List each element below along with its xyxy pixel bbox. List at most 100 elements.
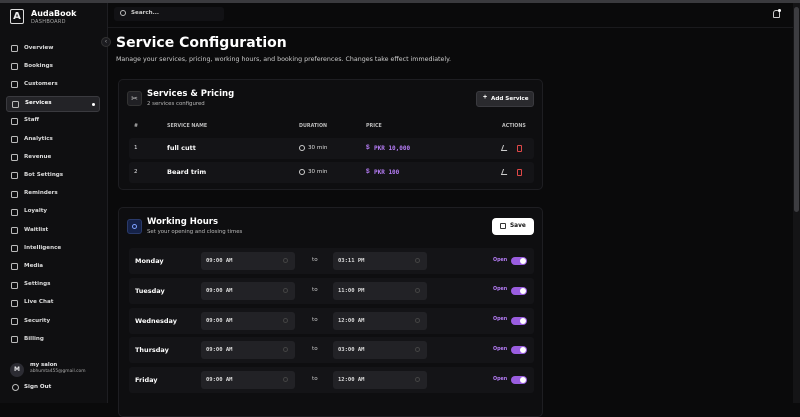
nav-item[interactable]: Media: [6, 259, 100, 275]
separator: to: [312, 316, 318, 323]
edit-button[interactable]: [500, 145, 510, 151]
nav-icon: [11, 245, 18, 253]
close-time-input[interactable]: 03:00 AM: [333, 341, 427, 360]
nav-item[interactable]: Services: [6, 95, 100, 112]
nav-item[interactable]: Customers: [6, 77, 100, 93]
clock-icon: [415, 317, 420, 323]
nav-icon: [11, 63, 18, 71]
sidebar: A AudaBook DASHBOARD ‹ Overview Bookings Custo…: [0, 3, 111, 403]
nav-icon: [11, 172, 18, 180]
nav-item[interactable]: Loyalty: [6, 205, 100, 221]
nav-icon: [11, 227, 18, 234]
close-time-input[interactable]: 12:00 AM: [333, 311, 427, 330]
toggle[interactable]: [511, 346, 527, 355]
price: PKR 10,000: [374, 144, 411, 152]
nav-item[interactable]: Waitlist: [6, 223, 100, 239]
delete-button[interactable]: [517, 168, 522, 176]
nav-item[interactable]: Live Chat: [6, 296, 100, 312]
search-box[interactable]: Search...: [114, 7, 224, 21]
toggle[interactable]: [511, 316, 527, 325]
toggle[interactable]: [511, 286, 527, 295]
nav-item[interactable]: Overview: [6, 41, 100, 57]
clock-icon: [283, 258, 288, 263]
notification-bell[interactable]: [773, 10, 780, 18]
edit-button[interactable]: [500, 169, 510, 175]
hours-card: Working Hours Set your opening and closin…: [118, 207, 543, 417]
status: Open: [493, 376, 508, 382]
day: Tuesday: [135, 286, 165, 295]
open-time: 09:00 AM: [206, 317, 233, 324]
sign-out-label: Sign Out: [24, 384, 52, 390]
nav-item[interactable]: Bookings: [6, 59, 100, 75]
delete-button[interactable]: [517, 144, 522, 152]
nav-icon: [11, 45, 18, 52]
open-time-input[interactable]: 09:00 AM: [201, 311, 295, 330]
scroll-thumb[interactable]: [794, 7, 799, 212]
topbar-border: [108, 27, 793, 28]
toggle[interactable]: [511, 257, 527, 265]
nav-icon: [11, 336, 18, 344]
scrollbar: [793, 3, 800, 403]
nav-item[interactable]: Revenue: [6, 150, 100, 166]
open-time-input[interactable]: 09:00 AM: [201, 371, 295, 390]
brand-sub: DASHBOARD: [31, 19, 66, 25]
collapse-button[interactable]: ‹: [101, 37, 111, 47]
card-title: Services & Pricing: [147, 89, 235, 99]
duration: 30 min: [308, 169, 328, 175]
day: Thursday: [135, 346, 169, 355]
plus-icon: +: [483, 94, 488, 101]
save-button[interactable]: Save: [492, 218, 534, 235]
row-number: 1: [134, 145, 138, 151]
nav-item[interactable]: Staff: [6, 114, 100, 130]
column-header: PRICE: [366, 124, 382, 129]
nav-icon: [11, 299, 18, 307]
nav-label: Live Chat: [24, 299, 54, 306]
sign-out[interactable]: Sign Out: [6, 381, 100, 395]
close-time: 03:00 AM: [338, 347, 365, 354]
nav-label: Overview: [24, 44, 54, 51]
clock-icon: [283, 287, 288, 293]
sign-out-icon: [12, 384, 19, 391]
hours-row: Monday 09:00 AM 03:11 PM to Open: [129, 248, 534, 274]
nav-item[interactable]: Security: [6, 314, 100, 330]
clock-icon: [299, 145, 305, 151]
nav-label: Customers: [24, 80, 58, 87]
open-time-input[interactable]: 09:00 AM: [201, 252, 295, 270]
nav-item[interactable]: Analytics: [6, 132, 100, 148]
nav-label: Security: [24, 317, 51, 324]
close-time-input[interactable]: 12:00 AM: [333, 371, 427, 390]
separator: to: [312, 257, 318, 263]
clock-icon: [415, 347, 420, 353]
page-title: Service Configuration: [116, 35, 287, 51]
close-time-input[interactable]: 11:00 PM: [333, 281, 427, 300]
nav-item[interactable]: Bot Settings: [6, 168, 100, 184]
nav-item[interactable]: Settings: [6, 278, 100, 294]
column-header: ACTIONS: [502, 124, 526, 129]
nav-icon: [11, 281, 18, 289]
nav-item[interactable]: Reminders: [6, 187, 100, 203]
separator: to: [312, 346, 318, 353]
column-header: #: [134, 124, 139, 129]
clock-icon: [283, 347, 288, 353]
top-strip: [0, 0, 800, 3]
separator: to: [312, 286, 318, 293]
close-time-input[interactable]: 03:11 PM: [333, 252, 427, 270]
close-time: 03:11 PM: [338, 258, 365, 264]
nav-label: Reminders: [24, 190, 58, 197]
nav-label: Billing: [24, 335, 44, 342]
user-email: abhumta455@gmail.com: [30, 369, 86, 374]
add-service-button[interactable]: + Add Service: [476, 91, 534, 107]
column-header: SERVICE NAME: [167, 124, 208, 129]
open-time-input[interactable]: 09:00 AM: [201, 341, 295, 360]
clock-icon: [299, 169, 305, 175]
service-row: 1 full cutt 30 min $ PKR 10,000: [129, 138, 534, 159]
price-icon: $: [366, 143, 370, 151]
hours-row: Thursday 09:00 AM 03:00 AM to Open: [129, 337, 534, 364]
toggle[interactable]: [511, 376, 527, 385]
nav-item[interactable]: Billing: [6, 332, 100, 348]
search-placeholder: Search...: [131, 10, 160, 16]
toggle-knob: [520, 317, 526, 324]
nav-item[interactable]: Intelligence: [6, 241, 100, 257]
user-name: my salon: [30, 362, 58, 368]
open-time-input[interactable]: 09:00 AM: [201, 281, 295, 300]
